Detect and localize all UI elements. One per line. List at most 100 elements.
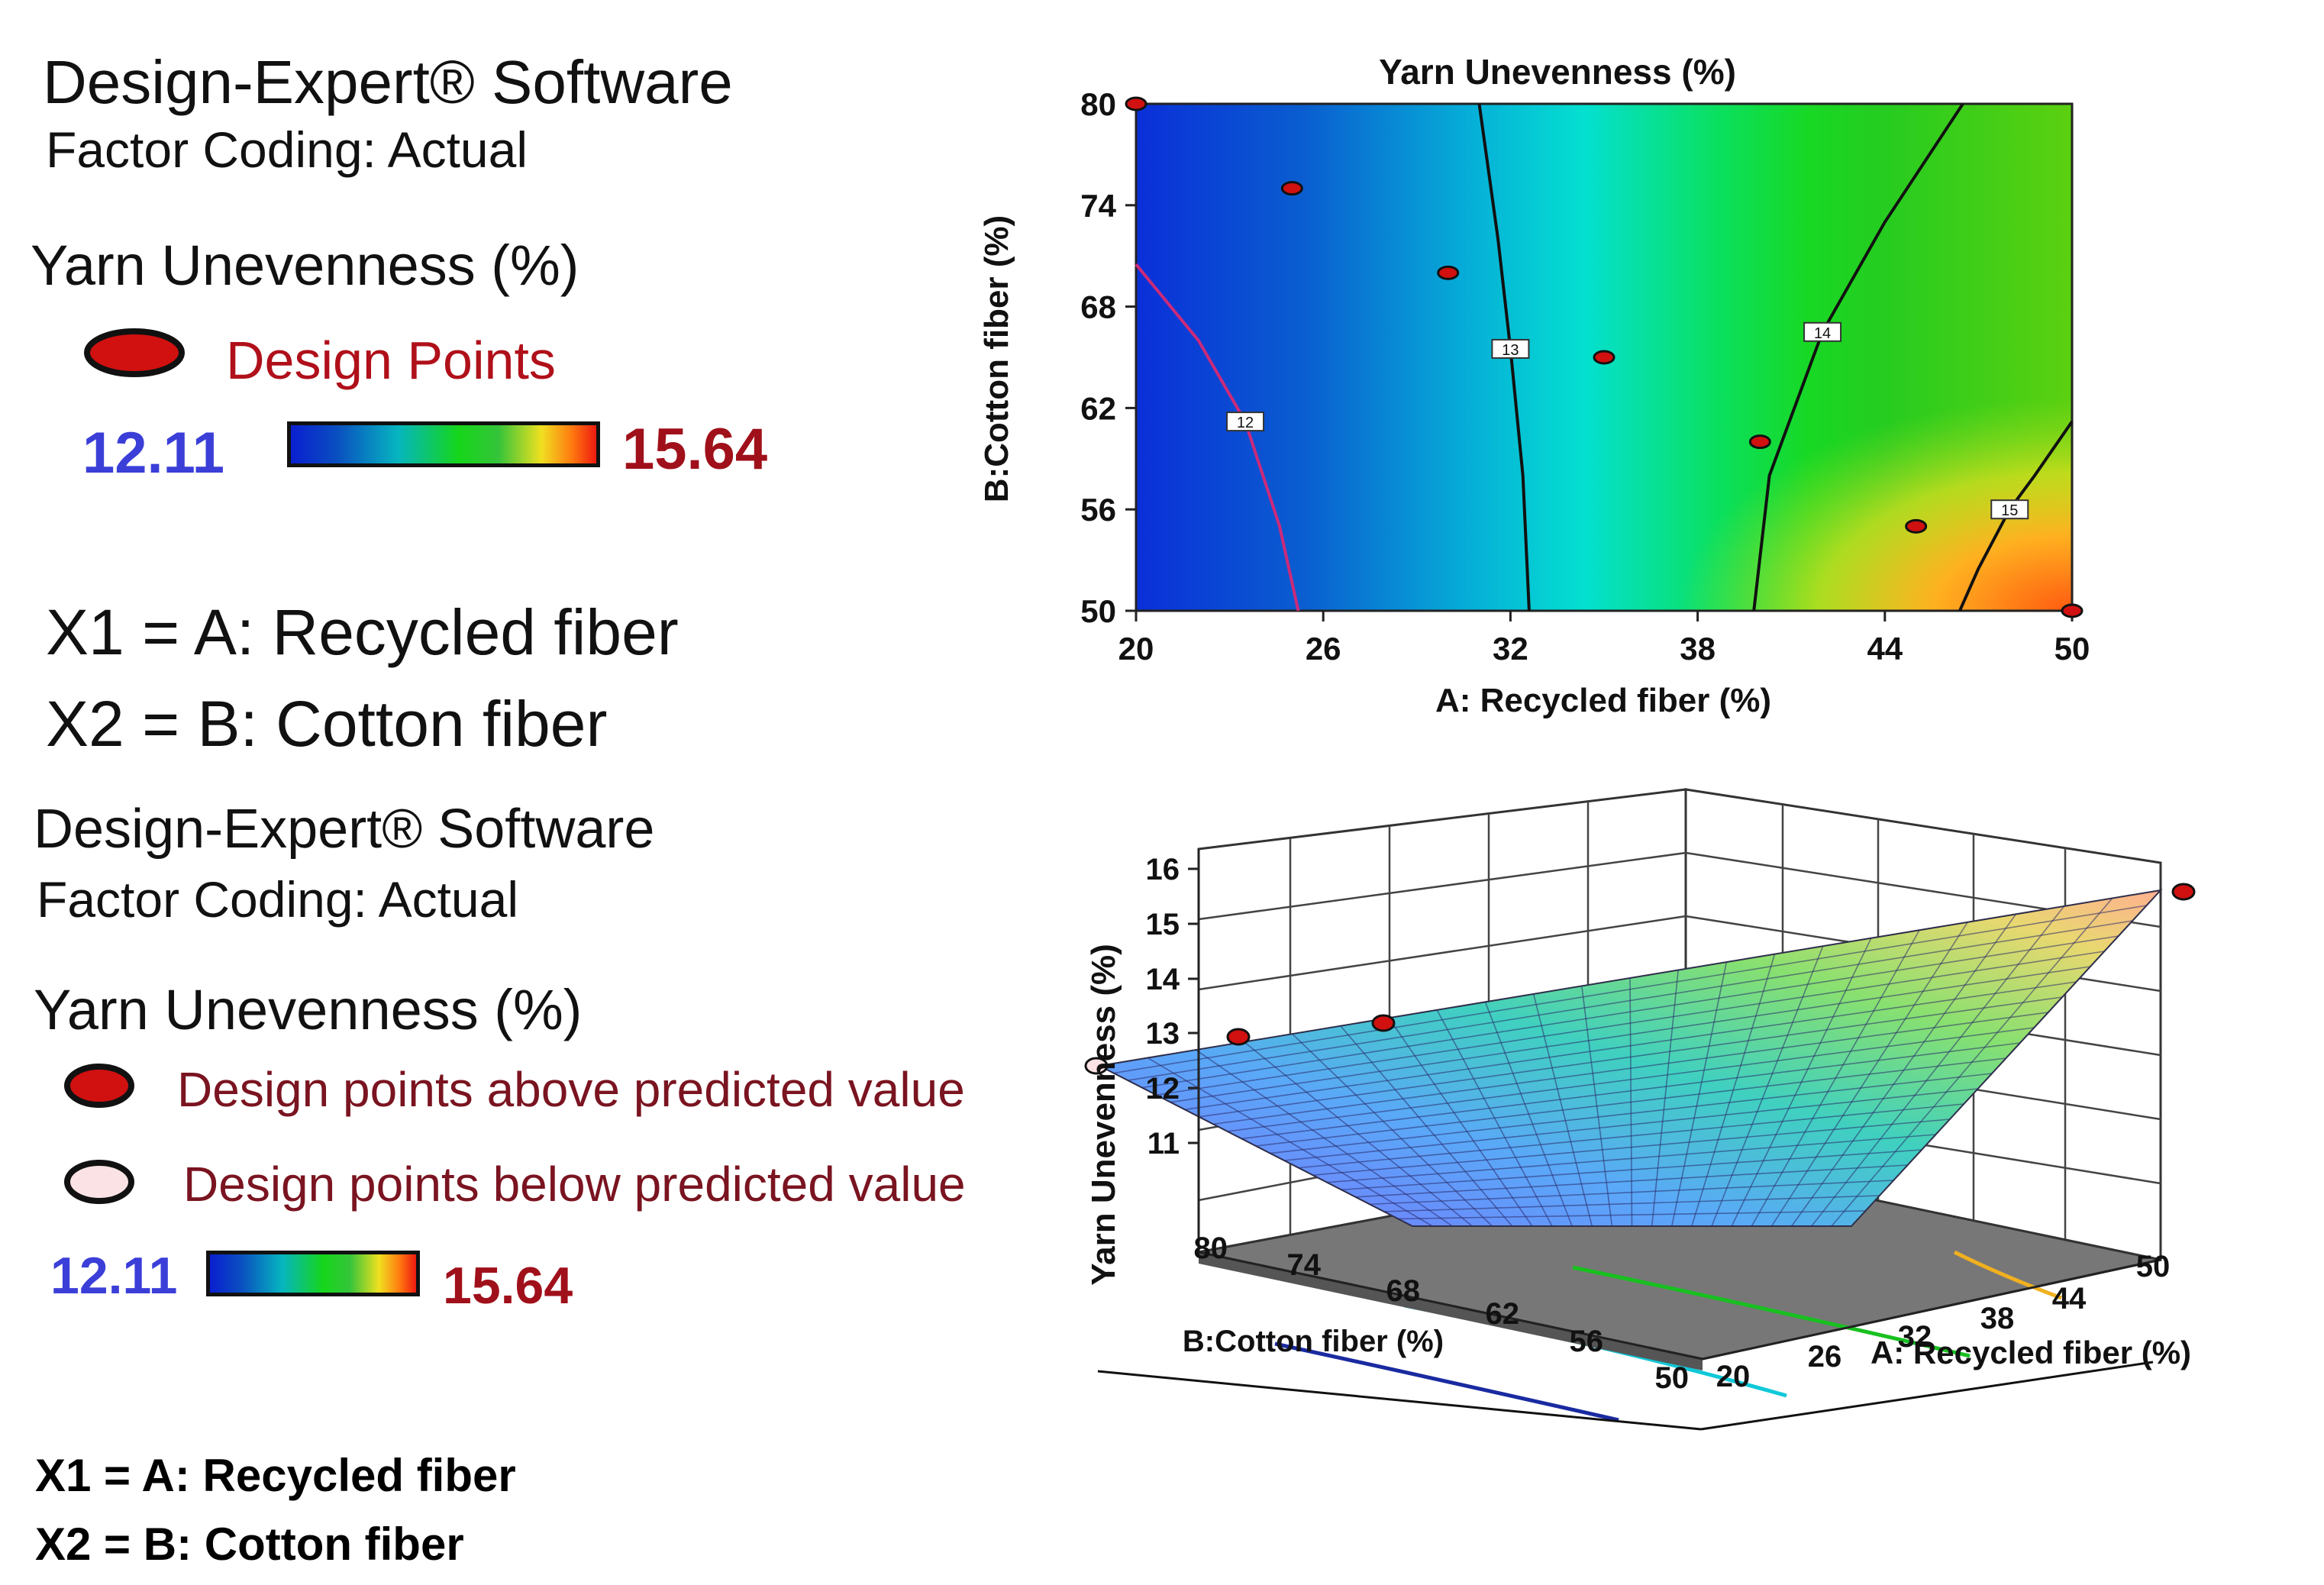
- surface-design-point: [2171, 883, 2196, 901]
- below-label: Design points below predicted value: [183, 1157, 966, 1212]
- contour-xtick-label: 32: [1493, 631, 1528, 667]
- surface-mesh-line: [1751, 929, 1920, 1227]
- scale-min-2: 12.11: [50, 1247, 178, 1305]
- contour-level-label: 15: [2001, 502, 2018, 519]
- design-points-label: Design Points: [226, 331, 556, 390]
- surface-btick-label: 56: [1570, 1325, 1604, 1358]
- surface-mesh-line: [1651, 970, 1679, 1227]
- surface-mesh-line: [1398, 1210, 1866, 1220]
- contour-level-label: 12: [1237, 415, 1254, 431]
- above-label: Design points above predicted value: [177, 1062, 965, 1117]
- contour-label-box: [1803, 321, 1842, 342]
- factor-coding-2: Factor Coding: Actual: [37, 871, 518, 928]
- response-name: Yarn Unevenness (%): [31, 234, 579, 297]
- surface-mesh-line: [1298, 1103, 1964, 1169]
- surface-btick-label: 68: [1386, 1274, 1421, 1308]
- design-point-above-icon: [64, 1064, 134, 1108]
- surface-ztick-label: 14: [1146, 963, 1180, 996]
- surface-ztick-label: 11: [1147, 1127, 1180, 1161]
- contour-ytick-label: 80: [1080, 86, 1116, 122]
- surface-btick-label: 74: [1287, 1248, 1322, 1282]
- contour-xtick-label: 50: [2054, 631, 2090, 667]
- surface-design-point: [1084, 1057, 1109, 1075]
- surface-mesh-line: [1284, 1088, 1978, 1161]
- color-scale-bar-2: [206, 1251, 420, 1296]
- factor-x1-2: X1 = A: Recycled fiber: [35, 1450, 516, 1501]
- contour-label-box: [1990, 499, 2029, 520]
- contour-design-point: [1125, 96, 1147, 111]
- surface-mesh-line: [1691, 954, 1776, 1227]
- contour-ylabel: B:Cotton fiber (%): [978, 215, 1015, 502]
- contour-design-point: [1748, 434, 1771, 450]
- factor-x2-2: X2 = B: Cotton fiber: [35, 1519, 464, 1570]
- surface-atick-label: 44: [2052, 1282, 2087, 1315]
- contour-ytick-label: 56: [1080, 492, 1116, 528]
- surface-design-point: [1371, 1014, 1396, 1032]
- contour-xtick-label: 38: [1680, 631, 1716, 667]
- surface-mesh-line: [1670, 961, 1728, 1227]
- surface-mesh-line: [1831, 897, 2113, 1227]
- surface-mesh-line: [1851, 889, 2161, 1227]
- surface-plot: 11 12 13 14 15 16 50 56 62 68 74 80 20 26 32 38 44 50 Ya…: [1084, 788, 2196, 1431]
- contour-label-box: [1491, 338, 1530, 359]
- surface-atick-label: 50: [2136, 1250, 2171, 1283]
- scale-min: 12.11: [82, 421, 224, 486]
- contour-design-point: [1593, 350, 1616, 365]
- factor-coding: Factor Coding: Actual: [46, 121, 528, 178]
- contour-ytick-label: 68: [1080, 289, 1116, 325]
- contour-title: Yarn Unevenness (%): [1379, 52, 1736, 92]
- surface-atick-label: 32: [1898, 1320, 1932, 1354]
- contour-xlabel: A: Recycled fiber (%): [1435, 682, 1771, 719]
- surface-btick-label: 50: [1655, 1361, 1690, 1395]
- contour-design-point: [2061, 603, 2084, 618]
- contour-label-box: [1226, 412, 1265, 432]
- contour-design-point: [1280, 181, 1303, 196]
- response-name-2: Yarn Unevenness (%): [34, 978, 583, 1041]
- surface-mesh-line: [1370, 1180, 1894, 1206]
- surface-mesh-line: [1341, 1149, 1922, 1191]
- surface-mesh-line: [1327, 1134, 1936, 1183]
- surface-design-point: [1226, 1028, 1251, 1046]
- surface-mesh-line: [1383, 1195, 1880, 1212]
- surface-atick-label: 38: [1980, 1302, 2015, 1335]
- contour-ytick-label: 50: [1080, 593, 1116, 629]
- scale-max-2: 15.64: [443, 1257, 573, 1315]
- surface-ztick-label: 15: [1146, 908, 1180, 941]
- surface-mesh-line: [1355, 1164, 1908, 1198]
- surface-btick-label: 62: [1486, 1297, 1520, 1331]
- color-scale-bar: [287, 421, 600, 467]
- surface-mesh-line: [1270, 1073, 1993, 1154]
- surface-mesh-line: [1255, 1057, 2006, 1147]
- surface-mesh-line: [1312, 1119, 1950, 1176]
- surface-ztick-label: 13: [1146, 1017, 1180, 1051]
- software-title-2: Design-Expert® Software: [34, 799, 655, 860]
- software-title: Design-Expert® Software: [43, 48, 733, 116]
- surface-ztick-label: 16: [1146, 853, 1180, 886]
- surface-btick-label: 80: [1194, 1232, 1228, 1265]
- surface-mesh-line: [1811, 905, 2065, 1227]
- surface-xlabel: A: Recycled fiber (%): [1870, 1335, 2191, 1370]
- surface-zlabel: Yarn Unevenness (%): [1085, 944, 1122, 1286]
- contour-plot: 12 13 14 15 20 26 32 38 44 50 50 56 62 68 74 80 Yarn U…: [978, 52, 2090, 719]
- contour-level-label: 14: [1814, 325, 1831, 342]
- contour-level-label: 13: [1502, 342, 1519, 359]
- factor-x2: X2 = B: Cotton fiber: [46, 688, 608, 760]
- surface-mesh-line: [1711, 945, 1824, 1227]
- surface-mesh-line: [1731, 938, 1872, 1227]
- contour-design-point: [1437, 265, 1460, 280]
- contour-xtick-label: 26: [1306, 631, 1341, 667]
- contour-design-point: [1905, 518, 1928, 534]
- design-point-below-icon: [64, 1160, 134, 1204]
- contour-ytick-label: 62: [1080, 390, 1116, 426]
- surface-ztick-label: 12: [1146, 1072, 1180, 1106]
- surface-mesh-line: [1770, 922, 1968, 1227]
- surface-atick-label: 26: [1808, 1340, 1842, 1374]
- factor-x1: X1 = A: Recycled fiber: [46, 596, 679, 668]
- surface-atick-label: 20: [1716, 1360, 1751, 1393]
- surface-ylabel: B:Cotton fiber (%): [1183, 1325, 1444, 1358]
- surface-mesh-line: [1790, 913, 2017, 1227]
- design-point-icon: [84, 328, 185, 377]
- contour-ytick-label: 74: [1080, 188, 1116, 224]
- contour-xtick-label: 44: [1867, 631, 1903, 667]
- contour-xtick-label: 20: [1118, 631, 1154, 667]
